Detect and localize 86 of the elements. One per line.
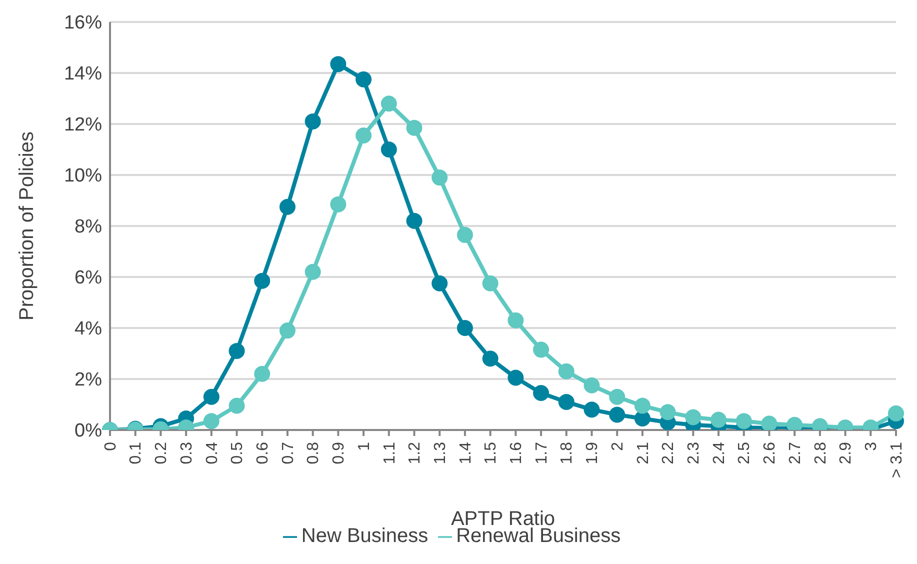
point (356, 71, 372, 88)
y-axis-title: Proportion of Policies (16, 132, 38, 320)
point (330, 56, 346, 72)
point (304, 264, 321, 280)
y-tick-label: 12% (64, 114, 102, 136)
x-tick-label: 0 (102, 442, 120, 451)
point (228, 398, 245, 414)
x-tick-label: 2.9 (838, 442, 855, 464)
y-tick-label: 0% (74, 420, 102, 442)
point (508, 370, 524, 386)
x-tick-label: 3 (863, 442, 880, 451)
point (482, 275, 498, 292)
x-tick-label: 0.5 (229, 442, 246, 464)
point (432, 170, 448, 186)
x-tick-label: 0.6 (254, 442, 272, 464)
x-tick-label: 0.3 (178, 442, 196, 464)
x-tick-label: 0.4 (204, 442, 221, 464)
x-tick-label: 1.7 (533, 442, 550, 464)
point (203, 413, 220, 430)
point (533, 342, 550, 358)
point (254, 272, 270, 289)
point (279, 198, 296, 215)
point (660, 404, 676, 420)
x-tick-label: 2.8 (812, 442, 830, 464)
point (888, 405, 904, 422)
y-tick-label: 2% (74, 370, 102, 391)
y-tick-label: 14% (64, 64, 102, 85)
point (685, 409, 702, 426)
point (330, 196, 346, 212)
x-tick-label: 0.2 (153, 442, 170, 464)
point (228, 342, 245, 359)
point (609, 388, 626, 405)
point (634, 410, 650, 427)
x-tick-label: 2.5 (736, 442, 754, 464)
x-tick-label: 0.9 (330, 442, 348, 464)
x-tick-label: 2.1 (634, 442, 652, 464)
point (508, 312, 524, 328)
x-tick-label: 0.1 (128, 442, 145, 464)
y-tick-label: 6% (74, 268, 102, 289)
x-tick-label: 1.9 (584, 442, 602, 464)
point (456, 226, 473, 243)
y-tick-label: 16% (64, 12, 102, 34)
x-tick-label: 1.2 (406, 442, 424, 464)
point (432, 275, 448, 292)
x-tick-label: 2.7 (786, 442, 804, 464)
x-tick-label: 0.7 (280, 442, 297, 464)
x-tick-label: 1 (356, 442, 373, 451)
legend-label: New Business (301, 525, 428, 547)
x-tick-label: 1.4 (457, 442, 474, 464)
point (356, 127, 372, 144)
point (406, 212, 422, 229)
point (558, 363, 574, 380)
y-tick-label: 8% (74, 216, 102, 238)
legend-label: Renewal Business (456, 525, 621, 547)
point (380, 142, 397, 158)
point (584, 402, 600, 418)
x-tick-label: 2.3 (686, 442, 703, 464)
point (456, 320, 473, 336)
point (304, 113, 321, 130)
x-tick-label: 0.8 (305, 442, 322, 464)
point (380, 96, 397, 112)
x-tick-label: > 3.1 (888, 442, 906, 478)
point (482, 350, 498, 367)
point (406, 120, 422, 136)
point (584, 377, 600, 394)
x-tick-label: 1.3 (432, 442, 449, 464)
point (710, 412, 727, 428)
point (279, 322, 296, 339)
point (533, 385, 550, 402)
x-tick-label: 2.6 (762, 442, 779, 464)
point (609, 406, 626, 423)
x-tick-label: 2.4 (710, 442, 728, 464)
x-tick-label: 2.2 (660, 442, 678, 464)
x-tick-label: 2 (609, 442, 626, 451)
point (203, 388, 220, 405)
x-tick-label: 1.1 (381, 442, 398, 464)
point (736, 413, 752, 430)
x-tick-label: 1.8 (558, 442, 576, 464)
y-tick-label: 10% (64, 166, 102, 187)
point (254, 366, 270, 382)
point (761, 416, 778, 430)
x-tick-label: 1.6 (508, 442, 526, 464)
y-tick-label: 4% (74, 318, 102, 340)
point (558, 394, 574, 410)
point (634, 398, 650, 414)
x-tick-label: 1.5 (482, 442, 500, 464)
